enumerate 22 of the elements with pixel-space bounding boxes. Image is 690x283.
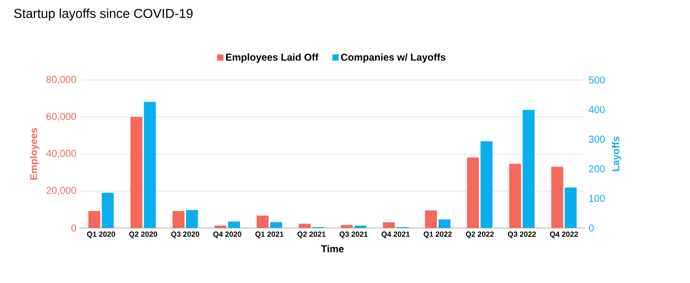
y-tick-label: 80,000: [46, 76, 76, 84]
y2-tick-label: 500: [588, 76, 605, 84]
y2-tick-label: 100: [589, 194, 605, 202]
x-axis-title: Time: [321, 245, 344, 252]
y-tick-label: 60,000: [46, 112, 76, 122]
bar: [102, 192, 114, 228]
y2-tick-label: 200: [589, 165, 605, 172]
y-tick-label: 20,000: [46, 186, 76, 196]
bar: [256, 216, 269, 228]
chart-title: Startup layoffs since COVID-19: [14, 8, 193, 21]
y2-tick-label: 0: [588, 224, 594, 232]
y-tick-label: 40,000: [46, 150, 76, 158]
bar: [382, 222, 395, 228]
y-tick-label: 0: [71, 224, 76, 232]
y2-axis-title: Layoffs: [612, 136, 622, 172]
y2-tick-label: 300: [588, 136, 605, 143]
bar: [298, 224, 311, 228]
legend-label: Companies w/ Layoffs: [341, 53, 446, 63]
y-axis-title: Employees: [30, 128, 40, 180]
legend-label: Employees Laid Off: [226, 53, 318, 63]
bar: [228, 221, 240, 228]
y2-tick-label: 400: [588, 106, 605, 114]
